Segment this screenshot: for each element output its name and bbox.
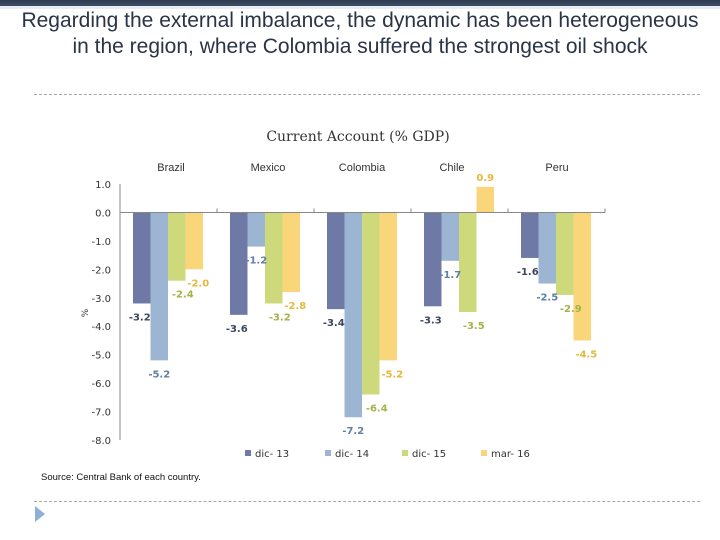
bar-colombia-dic-13 <box>327 212 345 310</box>
bar-brazil-dic-15 <box>168 212 186 281</box>
legend-label: dic- 15 <box>412 449 446 460</box>
bar-colombia-mar-16 <box>379 212 397 361</box>
bar-colombia-dic-14 <box>344 212 362 418</box>
top-accent-bar <box>0 0 720 6</box>
x-axis-ticks <box>119 208 606 213</box>
bar-colombia-dic-15 <box>362 212 380 395</box>
y-tick-label: -4.0 <box>91 322 111 333</box>
data-label: -1.7 <box>439 270 461 281</box>
data-labels: -3.2 -3.6 -3.4 -3.3 -1.6 -5.2 -1.2 -7.2 -1.7 -2.5… <box>129 173 597 437</box>
triangle-bullet-icon <box>35 506 45 522</box>
data-label: -5.2 <box>381 369 403 380</box>
bar-chile-dic-13 <box>424 212 442 307</box>
bar-mexico-dic-15 <box>265 212 283 304</box>
y-tick-label: -2.0 <box>91 265 111 276</box>
y-axis-label: % <box>81 308 91 317</box>
bars-group <box>133 186 591 418</box>
bar-peru-mar-16 <box>573 212 591 341</box>
data-label: -3.4 <box>323 318 345 329</box>
y-tick-label: -6.0 <box>91 379 111 390</box>
bar-mexico-dic-14 <box>247 212 265 247</box>
data-label: -3.2 <box>129 312 151 323</box>
data-label: -4.5 <box>575 349 597 360</box>
y-tick-label: -5.0 <box>91 351 111 362</box>
bar-mexico-dic-13 <box>230 212 248 315</box>
bar-peru-dic-13 <box>521 212 539 258</box>
y-axis-ticks: 1.0 0.0 -1.0 -2.0 -3.0 -4.0 -5.0 -6.0 -7.0 -8.0 <box>91 180 111 447</box>
legend-swatch <box>245 450 251 456</box>
data-label: -2.8 <box>284 301 306 312</box>
legend-swatch <box>402 450 408 456</box>
bar-chile-mar-16 <box>476 186 494 213</box>
chart-title: Current Account (% GDP) <box>266 129 449 145</box>
legend: dic- 13 dic- 14 dic- 15 mar- 16 <box>245 449 530 460</box>
data-label: -3.5 <box>463 321 485 332</box>
country-label: Brazil <box>157 162 185 174</box>
legend-label: mar- 16 <box>491 449 530 460</box>
y-tick-label: 1.0 <box>95 180 111 191</box>
y-tick-label: -3.0 <box>91 294 111 305</box>
data-label: -2.4 <box>172 290 194 301</box>
data-label: -3.3 <box>420 315 442 326</box>
country-label: Chile <box>439 162 464 174</box>
title-divider <box>34 94 700 95</box>
data-label: -1.6 <box>517 267 539 278</box>
country-label: Peru <box>545 162 568 174</box>
data-label: -3.2 <box>269 312 291 323</box>
data-label: -6.4 <box>366 403 388 414</box>
legend-label: dic- 14 <box>335 449 369 460</box>
country-label: Mexico <box>251 162 286 174</box>
data-label: -1.2 <box>245 256 267 267</box>
bar-brazil-dic-13 <box>133 212 151 304</box>
bar-chile-dic-15 <box>459 212 477 312</box>
footer-divider <box>34 501 700 502</box>
y-tick-label: -7.0 <box>91 408 111 419</box>
source-note: Source: Central Bank of each country. <box>41 472 201 483</box>
data-label: -5.2 <box>148 369 170 380</box>
country-labels: Brazil Mexico Colombia Chile Peru <box>157 162 568 174</box>
bar-peru-dic-15 <box>556 212 574 295</box>
slide-title: Regarding the external imbalance, the dy… <box>21 9 699 58</box>
data-label: -2.9 <box>560 304 582 315</box>
bar-mexico-mar-16 <box>282 212 300 293</box>
y-tick-label: -8.0 <box>91 436 111 447</box>
bar-brazil-dic-14 <box>150 212 168 361</box>
data-label: -2.5 <box>536 293 558 304</box>
legend-label: dic- 13 <box>255 449 289 460</box>
data-label: 0.9 <box>476 173 494 184</box>
data-label: -2.0 <box>187 278 209 289</box>
bar-chile-dic-14 <box>441 212 459 261</box>
country-label: Colombia <box>339 162 386 174</box>
top-accent-stripe <box>0 6 720 9</box>
data-label: -7.2 <box>342 426 364 437</box>
bar-peru-dic-14 <box>538 212 556 284</box>
legend-swatch <box>325 450 331 456</box>
bar-brazil-mar-16 <box>185 212 203 270</box>
y-tick-label: -1.0 <box>91 237 111 248</box>
data-label: -3.6 <box>226 324 248 335</box>
legend-swatch <box>481 450 487 456</box>
y-tick-label: 0.0 <box>95 208 111 219</box>
